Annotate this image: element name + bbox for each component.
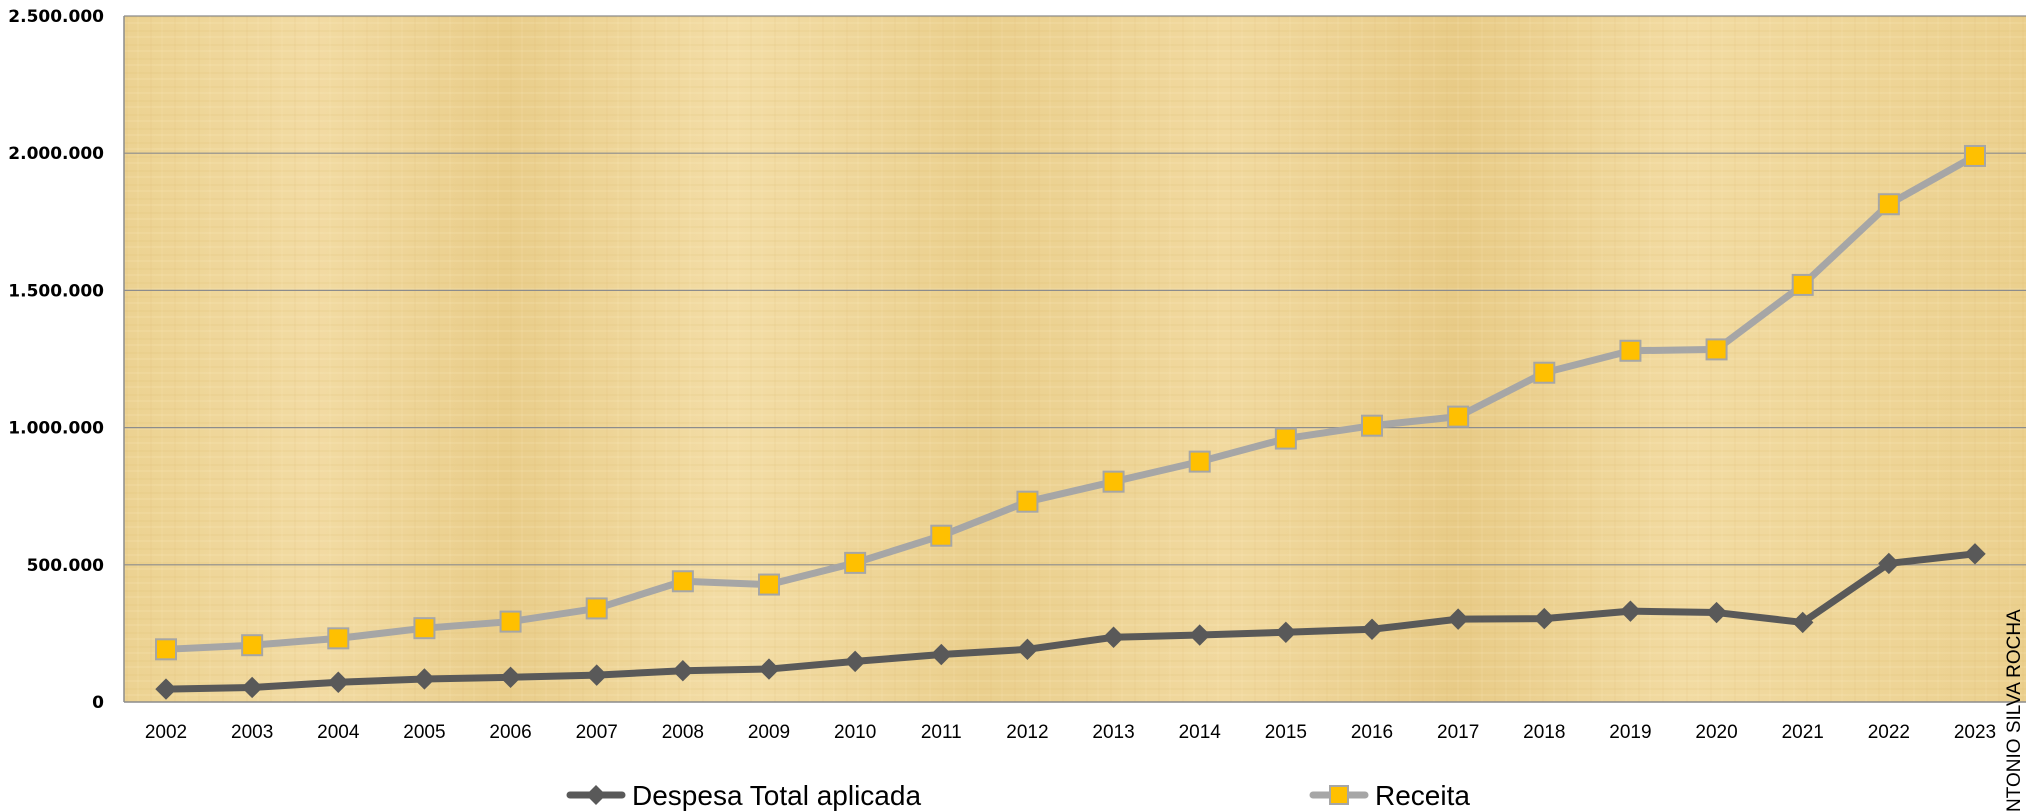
data-point-despesa xyxy=(1189,624,1211,646)
data-point-receita xyxy=(1791,273,1814,296)
plot-texture xyxy=(124,16,2026,702)
data-point-despesa xyxy=(241,676,263,699)
series-layer xyxy=(155,144,1986,700)
data-point-despesa xyxy=(758,658,780,680)
data-point-despesa xyxy=(672,660,694,682)
data-point-despesa xyxy=(1447,608,1469,630)
x-tick-label: 2023 xyxy=(1954,722,1996,743)
data-point-receita xyxy=(1102,470,1125,493)
data-point-receita xyxy=(1533,361,1556,384)
series-line-receita xyxy=(162,152,1979,653)
x-tick-label: 2016 xyxy=(1351,722,1393,743)
data-point-receita xyxy=(499,610,522,633)
x-tick-label: 2002 xyxy=(145,722,187,743)
data-point-despesa xyxy=(844,650,866,673)
x-tick-label: 2015 xyxy=(1265,722,1307,743)
data-point-receita xyxy=(1361,414,1383,437)
y-tick-label: 2.500.000 xyxy=(8,7,104,27)
x-tick-label: 2009 xyxy=(748,722,790,743)
y-tick-label: 1.500.000 xyxy=(8,281,104,301)
x-tick-label: 2017 xyxy=(1437,722,1479,743)
data-point-despesa xyxy=(1705,601,1728,624)
x-tick-label: 2007 xyxy=(576,722,618,743)
x-tick-label: 2020 xyxy=(1695,722,1737,743)
x-tick-label: 2018 xyxy=(1523,722,1565,743)
x-tick-label: 2005 xyxy=(403,722,445,743)
data-point-receita xyxy=(844,551,867,574)
legend: Despesa Total aplicada Receita xyxy=(566,780,1470,811)
x-tick-label: 2021 xyxy=(1782,722,1824,743)
legend-label-receita: Receita xyxy=(1375,780,1470,811)
gridlines xyxy=(124,15,2026,566)
data-point-despesa xyxy=(327,671,349,693)
x-tick-label: 2010 xyxy=(834,722,876,743)
watermark-text: NTONIO SILVA ROCHA xyxy=(2004,609,2025,812)
data-point-receita xyxy=(1016,490,1039,513)
data-point-despesa xyxy=(413,668,436,690)
data-point-receita xyxy=(1274,427,1297,450)
x-tick-label: 2003 xyxy=(231,722,273,743)
x-tick-label: 2011 xyxy=(921,722,962,743)
data-point-receita xyxy=(1964,144,1986,167)
data-point-receita xyxy=(930,524,953,547)
x-tick-label: 2022 xyxy=(1868,722,1910,743)
x-tick-label: 2014 xyxy=(1179,722,1222,743)
legend-marker-despesa xyxy=(586,785,606,805)
data-point-receita xyxy=(327,627,350,650)
legend-label-despesa: Despesa Total aplicada xyxy=(632,780,921,811)
x-tick-label: 2012 xyxy=(1006,722,1048,743)
data-point-receita xyxy=(241,634,264,657)
data-point-despesa xyxy=(1878,552,1900,575)
x-tick-label: 2004 xyxy=(317,722,360,743)
data-point-receita xyxy=(758,573,780,596)
x-tick-label: 2006 xyxy=(489,722,531,743)
x-tick-label: 2019 xyxy=(1609,722,1651,743)
data-point-despesa xyxy=(499,666,522,689)
data-point-receita xyxy=(1705,338,1728,361)
y-tick-label: 2.000.000 xyxy=(8,144,104,164)
legend-marker-receita xyxy=(1329,785,1349,805)
data-point-despesa xyxy=(1275,621,1297,644)
y-tick-label: 500.000 xyxy=(27,556,105,576)
data-point-despesa xyxy=(1533,607,1555,630)
x-tick-label: 2008 xyxy=(662,722,704,743)
data-point-despesa xyxy=(1361,618,1383,640)
x-axis: 2002 2003 2004 2005 2006 2007 2008 2009 2010 2011… xyxy=(145,722,1996,743)
data-point-receita xyxy=(1877,193,1900,216)
data-point-despesa xyxy=(1964,543,1986,565)
data-point-despesa xyxy=(1792,611,1814,634)
series-line-despesa xyxy=(162,550,1979,693)
data-point-receita xyxy=(585,597,608,620)
data-point-despesa xyxy=(930,643,952,666)
data-point-despesa xyxy=(155,678,177,700)
y-axis: 0 500.000 1.000.000 1.500.000 2.000.000 2.500… xyxy=(8,7,2026,713)
y-tick-label: 0 xyxy=(92,693,104,713)
data-point-despesa xyxy=(1619,600,1642,622)
data-point-receita xyxy=(413,617,436,640)
y-tick-label: 1.000.000 xyxy=(8,419,104,439)
data-point-despesa xyxy=(586,664,608,686)
data-point-receita xyxy=(1188,450,1211,473)
data-point-receita xyxy=(1619,339,1642,362)
data-point-receita xyxy=(155,638,177,661)
data-point-despesa xyxy=(1016,638,1039,661)
x-tick-label: 2013 xyxy=(1092,722,1134,743)
data-point-despesa xyxy=(1102,626,1125,648)
data-point-receita xyxy=(1447,405,1470,428)
data-point-receita xyxy=(671,570,694,593)
